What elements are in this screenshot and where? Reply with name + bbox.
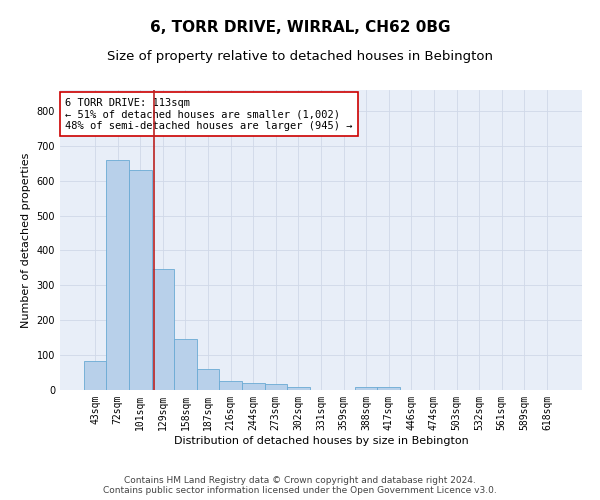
Bar [174, 338, 197, 390]
Bar [197, 369, 220, 390]
Bar [220, 382, 242, 390]
Text: Contains HM Land Registry data © Crown copyright and database right 2024.
Contai: Contains HM Land Registry data © Crown c… [103, 476, 497, 495]
Bar [152, 269, 174, 390]
Bar [106, 160, 129, 390]
Bar [377, 387, 400, 390]
Bar [287, 386, 310, 390]
Bar [242, 383, 265, 390]
Bar [84, 361, 106, 390]
Bar [129, 170, 152, 390]
X-axis label: Distribution of detached houses by size in Bebington: Distribution of detached houses by size … [173, 436, 469, 446]
Bar [355, 387, 377, 390]
Text: 6 TORR DRIVE: 113sqm
← 51% of detached houses are smaller (1,002)
48% of semi-de: 6 TORR DRIVE: 113sqm ← 51% of detached h… [65, 98, 353, 130]
Text: 6, TORR DRIVE, WIRRAL, CH62 0BG: 6, TORR DRIVE, WIRRAL, CH62 0BG [150, 20, 450, 35]
Y-axis label: Number of detached properties: Number of detached properties [21, 152, 31, 328]
Bar [265, 384, 287, 390]
Text: Size of property relative to detached houses in Bebington: Size of property relative to detached ho… [107, 50, 493, 63]
